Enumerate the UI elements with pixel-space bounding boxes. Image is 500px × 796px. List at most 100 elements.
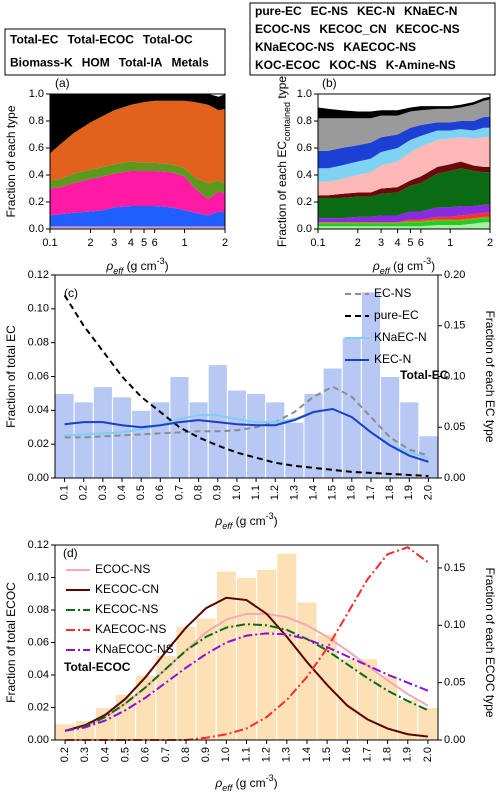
area bbox=[318, 218, 490, 227]
legend-box bbox=[4, 28, 226, 76]
y-tick-label: 0.06 bbox=[28, 370, 49, 382]
x-tick-label: 0.7 bbox=[173, 485, 185, 500]
x-tick-label: 0.2 bbox=[78, 485, 90, 500]
y-tick-label: 0.4 bbox=[297, 169, 312, 181]
line bbox=[64, 385, 429, 457]
y-tick-label: 0.8 bbox=[297, 115, 312, 127]
y-tick-label: 0.02 bbox=[28, 701, 49, 713]
x-tick-label: 1.2 bbox=[269, 485, 281, 500]
legend-entry: Total-IA bbox=[119, 56, 163, 70]
x-tick-label: 6 bbox=[152, 237, 158, 249]
label-part: Fraction of total ECOC bbox=[4, 582, 18, 703]
area bbox=[318, 168, 490, 219]
plot-frame bbox=[317, 93, 491, 230]
label-part: eff bbox=[380, 266, 392, 276]
y-tick-label: 0.00 bbox=[28, 472, 49, 484]
x-tick-label: 0.4 bbox=[116, 485, 128, 500]
y2-tick-label: 0.15 bbox=[444, 562, 465, 574]
bar bbox=[303, 392, 324, 479]
x-tick-label: 0.2 bbox=[59, 747, 71, 762]
label-part: (g cm bbox=[232, 514, 265, 528]
y2-tick-label: 0.10 bbox=[444, 619, 465, 631]
bar-annotation: Total-EC bbox=[400, 368, 449, 382]
x-tick-label: 1.4 bbox=[307, 485, 319, 500]
y-tick-label: 0.08 bbox=[28, 604, 49, 616]
line bbox=[63, 294, 429, 477]
legend-entry: KOC-ECOC bbox=[255, 58, 321, 72]
x-tick-label: 3 bbox=[378, 237, 384, 249]
x-tick-label: 5 bbox=[407, 237, 413, 249]
y-tick-label: 0.08 bbox=[28, 337, 49, 349]
label-part: (g cm bbox=[390, 259, 423, 273]
x-tick-label: 0.1 bbox=[42, 237, 57, 249]
line bbox=[64, 612, 429, 732]
y-tick-label: 0.6 bbox=[29, 142, 44, 154]
area bbox=[318, 204, 490, 223]
label-part: ρ bbox=[372, 259, 380, 273]
label-part: (g cm bbox=[123, 259, 156, 273]
y-label: Fraction of each ECcontained type bbox=[275, 76, 292, 247]
x-tick-label: 1.3 bbox=[281, 747, 293, 762]
legend-entry: KNaEC-N bbox=[404, 4, 457, 18]
y2-label: Fraction of each EC type bbox=[483, 310, 497, 442]
legend-entry: Total-ECOC bbox=[67, 33, 134, 47]
x-tick-label: 1.9 bbox=[403, 485, 415, 500]
y-tick-label: 0.0 bbox=[29, 223, 44, 235]
legend-entry: EC-NS bbox=[374, 286, 411, 300]
x-tick-label: 2 bbox=[487, 237, 493, 249]
legend-entry: KECOC-NS bbox=[95, 602, 158, 616]
legend-entry: KECOC_CN bbox=[319, 22, 386, 36]
y-tick-label: 0.6 bbox=[297, 142, 312, 154]
x-tick-label: 1.8 bbox=[384, 485, 396, 500]
area bbox=[50, 161, 225, 200]
bar bbox=[111, 396, 133, 479]
label-part: eff bbox=[222, 783, 234, 793]
bar bbox=[169, 376, 190, 479]
x-tick-label: 2.0 bbox=[422, 485, 434, 500]
line bbox=[64, 407, 429, 463]
y-label: Fraction of total EC bbox=[4, 325, 18, 428]
label-part: ) bbox=[274, 776, 278, 790]
legend-entry: KAECOC-NS bbox=[343, 40, 416, 54]
legend-entry: Total-EC bbox=[10, 33, 59, 47]
panel-label: (d) bbox=[63, 546, 78, 560]
legend-entry: KNaEC-N bbox=[374, 330, 427, 344]
plot-frame bbox=[54, 544, 439, 741]
x-tick-label: 0.1 bbox=[310, 237, 325, 249]
label-part: contained bbox=[282, 102, 292, 141]
x-tick-label: 1.7 bbox=[365, 485, 377, 500]
x-tick-label: 1.6 bbox=[341, 747, 353, 762]
bar bbox=[114, 694, 137, 741]
y2-tick-label: 0.05 bbox=[444, 677, 465, 689]
bar bbox=[226, 389, 248, 479]
y-tick-label: 0.8 bbox=[29, 115, 44, 127]
x-tick-label: 0.9 bbox=[200, 747, 212, 762]
label-part: -3 bbox=[266, 511, 274, 521]
area bbox=[318, 96, 490, 119]
legend-entry: KNaECOC-NS bbox=[95, 642, 174, 656]
x-tick-label: 4 bbox=[395, 237, 401, 249]
legend-entry: K-Amine-NS bbox=[386, 58, 456, 72]
plot-frame bbox=[54, 274, 439, 479]
area bbox=[318, 116, 490, 169]
legend-entry: pure-EC bbox=[255, 4, 302, 18]
legend-entry: KNaECOC-NS bbox=[255, 40, 334, 54]
label-part: ) bbox=[274, 514, 278, 528]
x-tick-label: 0.3 bbox=[79, 747, 91, 762]
label-part: eff bbox=[222, 521, 234, 531]
area bbox=[318, 212, 490, 223]
x-tick-label: 0.9 bbox=[212, 485, 224, 500]
legend-entry: KECOC-NS bbox=[396, 22, 460, 36]
label-part: Fraction of total EC bbox=[4, 325, 18, 428]
bar bbox=[246, 392, 267, 479]
label-part: Fraction of each ECOC type bbox=[483, 567, 497, 717]
label-part: eff bbox=[113, 266, 125, 276]
x-tick-label: 1.3 bbox=[288, 485, 300, 500]
area bbox=[50, 226, 225, 228]
x-tick-label: 6 bbox=[418, 237, 424, 249]
area bbox=[318, 127, 490, 182]
y-tick-label: 0.04 bbox=[28, 669, 49, 681]
legend-entry: KEC-N bbox=[357, 4, 395, 18]
bar bbox=[131, 409, 152, 479]
